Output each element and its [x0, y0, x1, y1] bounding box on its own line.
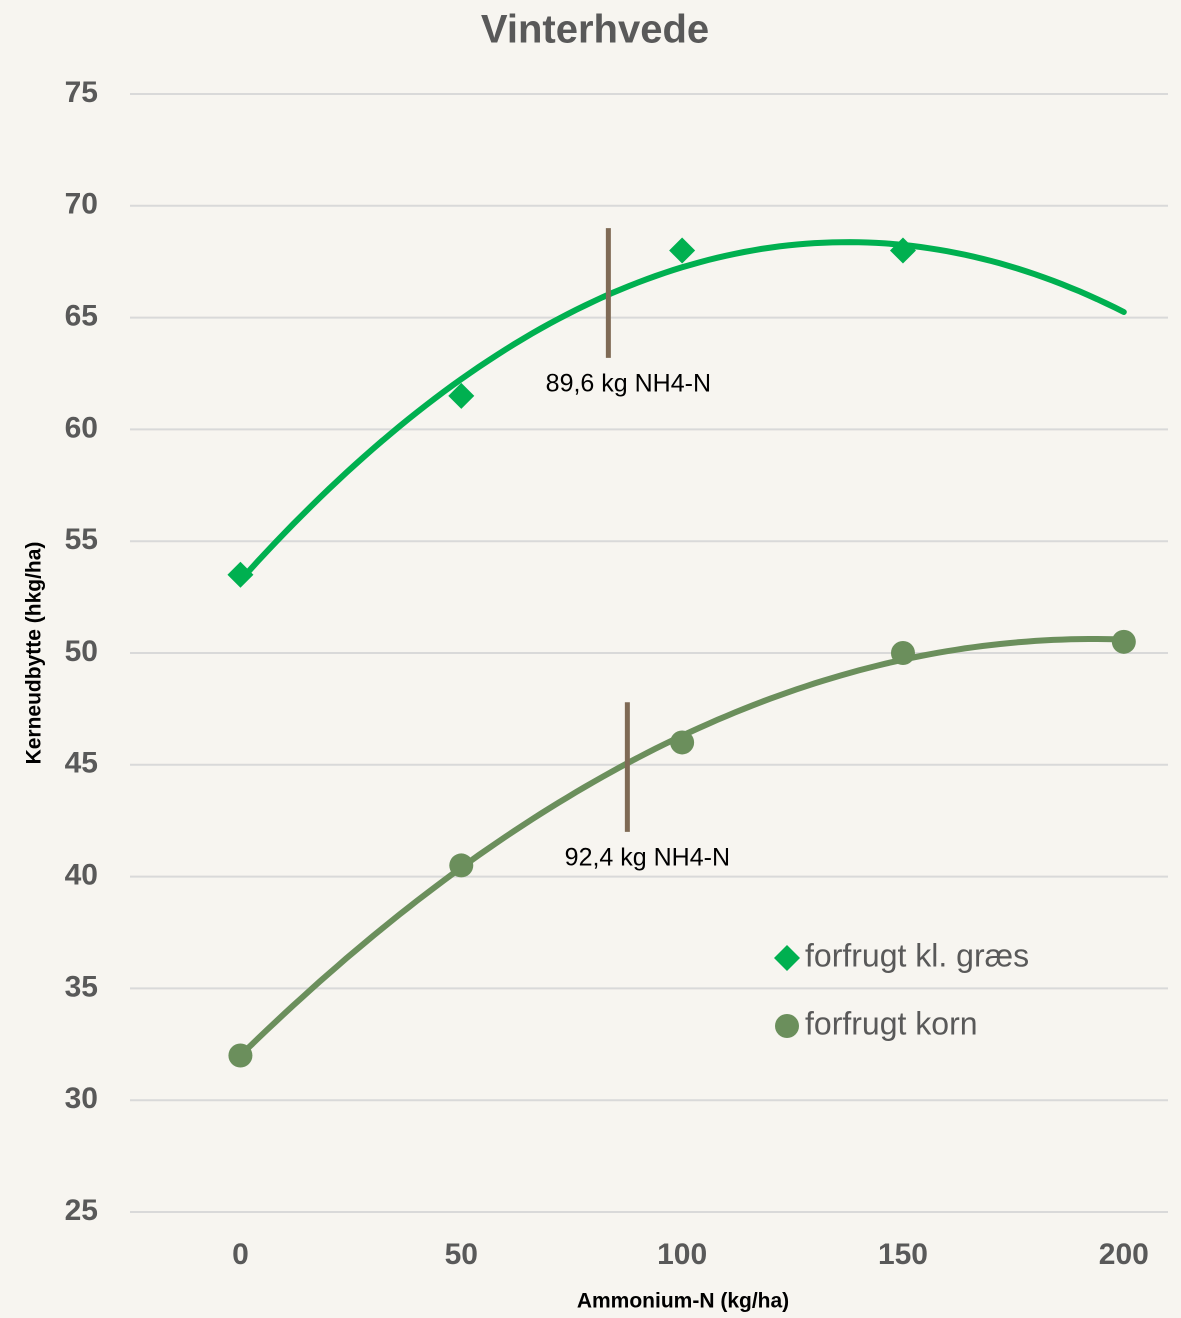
- y-tick-label: 30: [65, 1082, 98, 1115]
- chart-title: Vinterhvede: [481, 8, 709, 52]
- marker: [1111, 629, 1136, 654]
- marker: [448, 382, 475, 409]
- x-tick-label: 50: [445, 1238, 478, 1271]
- marker: [228, 1043, 253, 1068]
- y-tick-label: 50: [65, 635, 98, 668]
- y-tick-label: 45: [65, 747, 98, 780]
- y-tick-label: 25: [65, 1194, 98, 1227]
- legend-marker: [774, 945, 800, 971]
- annotation-text: 92,4 kg NH4-N: [565, 843, 730, 871]
- y-tick-label: 40: [65, 859, 98, 892]
- x-tick-label: 150: [878, 1238, 928, 1271]
- y-axis-label: Kerneudbytte (hkg/ha): [23, 542, 46, 765]
- legend-label: forfrugt kl. græs: [805, 937, 1029, 973]
- y-tick-label: 35: [65, 970, 98, 1003]
- y-tick-label: 55: [65, 523, 98, 556]
- annotation-text: 89,6 kg NH4-N: [546, 369, 711, 397]
- legend-marker: [775, 1014, 799, 1038]
- y-tick-label: 60: [65, 411, 98, 444]
- x-axis-label: Ammonium-N (kg/ha): [577, 1290, 789, 1313]
- marker: [227, 561, 254, 588]
- marker: [449, 853, 474, 878]
- trend-line: [237, 239, 1127, 584]
- y-tick-label: 70: [65, 188, 98, 221]
- x-tick-label: 200: [1099, 1238, 1149, 1271]
- x-tick-label: 100: [657, 1238, 707, 1271]
- y-tick-label: 65: [65, 300, 98, 333]
- x-tick-label: 0: [232, 1238, 249, 1271]
- marker: [670, 730, 695, 755]
- marker: [890, 641, 915, 665]
- marker: [669, 237, 696, 264]
- y-tick-label: 75: [65, 76, 98, 109]
- legend-label: forfrugt korn: [805, 1005, 978, 1041]
- marker: [889, 237, 916, 264]
